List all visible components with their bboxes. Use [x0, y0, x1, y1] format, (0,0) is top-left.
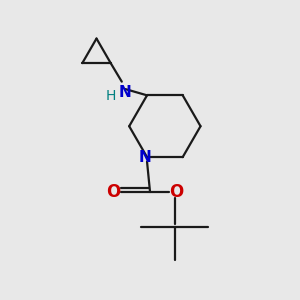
Text: N: N [119, 85, 132, 100]
Text: O: O [106, 183, 120, 201]
Text: O: O [169, 183, 184, 201]
Text: H: H [105, 88, 116, 103]
Text: N: N [138, 150, 151, 165]
